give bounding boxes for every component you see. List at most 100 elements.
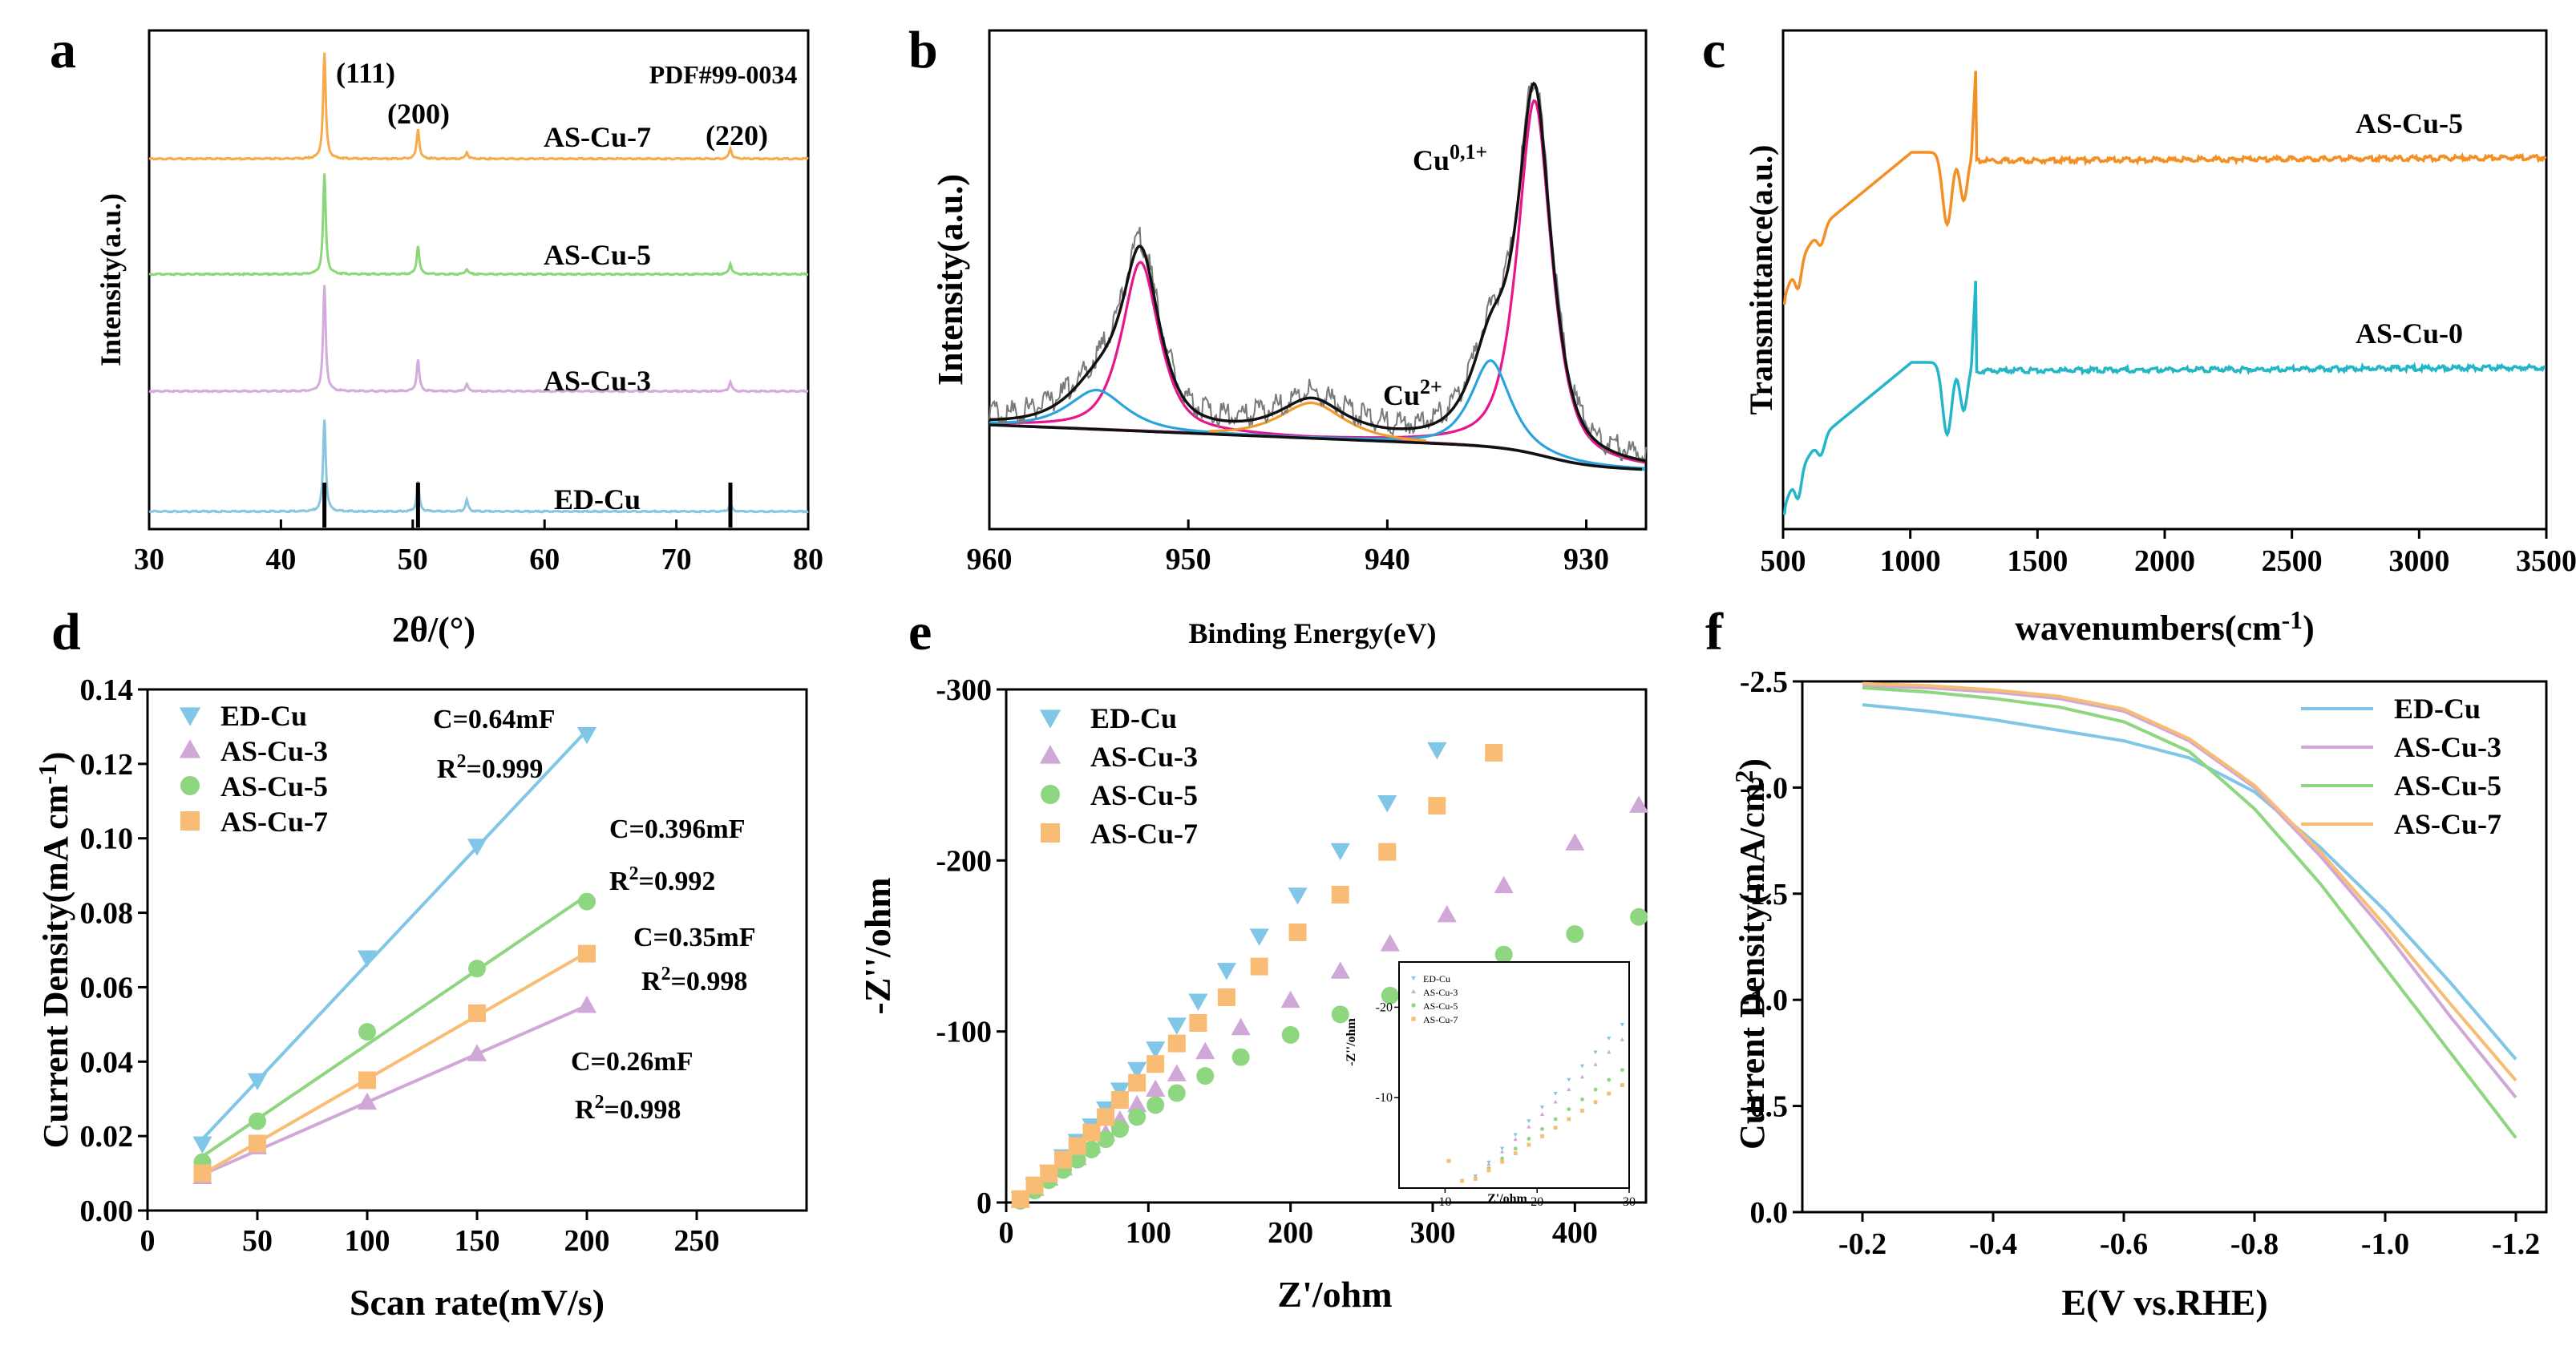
- panel-e-point-AS-Cu-7: [1025, 1176, 1044, 1194]
- panel-f-xtick-label: -0.2: [1838, 1227, 1887, 1261]
- panel-e-inset-point-ED-Cu: [1499, 1146, 1505, 1151]
- panel-e-point-AS-Cu-5: [1231, 1048, 1250, 1066]
- panel-e-inset-legend-label: AS-Cu-7: [1423, 1014, 1458, 1025]
- panel-e-point-AS-Cu-7: [1110, 1091, 1129, 1109]
- panel-f-xtick-label: -1.2: [2492, 1227, 2540, 1261]
- panel-e-point-AS-Cu-7: [1068, 1137, 1086, 1155]
- panel-e-point-AS-Cu-3: [1231, 1017, 1251, 1036]
- panel-d-point-ED-Cu: [247, 1073, 268, 1091]
- panel-e-point-AS-Cu-5: [1068, 1150, 1086, 1169]
- panel-e-inset-point-AS-Cu-7: [1540, 1134, 1544, 1138]
- panel-e-point-AS-Cu-3: [1565, 833, 1585, 851]
- panel-e-point-AS-Cu-7: [1167, 1034, 1186, 1053]
- panel-d-fit-capacitance: C=0.396mF: [609, 814, 746, 844]
- panel-e-point-AS-Cu-7: [1331, 886, 1349, 903]
- panel-e-inset-point-AS-Cu-3: [1593, 1062, 1598, 1066]
- panel-e-point-AS-Cu-7: [1097, 1108, 1115, 1126]
- 3-ytick-label: 0.02: [80, 1120, 134, 1154]
- 0-xtick-label: 80: [793, 543, 823, 576]
- panel-f-xtick-label: -0.6: [2100, 1227, 2148, 1261]
- panel-a: a 30 40 50 60 70 80 2θ/(°) Intensity(a.u.) AS-Cu-…: [50, 21, 823, 649]
- panel-e-inset-point-AS-Cu-3: [1539, 1112, 1545, 1117]
- panel-f-legend-label: AS-Cu-3: [2394, 731, 2501, 763]
- panel-e-legend-label: AS-Cu-7: [1090, 818, 1198, 850]
- panel-d-fit-r2-value: =0.998: [604, 1095, 681, 1125]
- panel-e-point-AS-Cu-5: [1097, 1130, 1115, 1149]
- panel-e-point-AS-Cu-7: [1378, 843, 1397, 861]
- panel-e-point-AS-Cu-5: [1331, 1005, 1349, 1024]
- 0-xtick-label: 40: [265, 543, 296, 576]
- panel-b: b 960 950 940 930 Binding Energy(eV) Intensity…: [908, 21, 1648, 649]
- panel-d-fit-r2-sup: 2: [595, 1092, 605, 1113]
- panel-e-point-AS-Cu-7: [1053, 1150, 1072, 1169]
- panel-d-fit-r2-value: =0.998: [670, 967, 747, 996]
- panel-f-label: f: [1705, 603, 1724, 661]
- panel-c-spectrum-AS-Cu-5: [1782, 71, 2547, 305]
- panel-c-spectrum-AS-Cu-0: [1782, 281, 2546, 515]
- panel-e-inset-point-AS-Cu-5: [1620, 1068, 1624, 1073]
- panel-e-point-AS-Cu-7: [1128, 1073, 1146, 1092]
- panel-e-point-AS-Cu-3: [1629, 795, 1649, 813]
- panel-e-point-ED-Cu: [1146, 1041, 1166, 1059]
- panel-d: d 0 50 100 150 200 250 0.00 0.02 0.04 0.06 0.08 0.10…: [34, 603, 808, 1323]
- panel-d-fit-r2-base: R: [609, 867, 629, 896]
- panel-e-point-AS-Cu-3: [1195, 1041, 1215, 1060]
- panel-e-label: e: [908, 603, 932, 661]
- panel-a-xlabel-base: 2θ/(°): [392, 610, 475, 649]
- panel-b-annotation-cu2: Cu2+: [1383, 375, 1442, 411]
- panel-e-point-ED-Cu: [1167, 1017, 1187, 1035]
- 1-xtick-label: 960: [967, 543, 1013, 576]
- panel-e-point-ED-Cu: [1216, 963, 1236, 980]
- panel-e-inset-point-AS-Cu-7: [1513, 1151, 1518, 1156]
- panel-c-xtick-label: 3000: [2388, 544, 2449, 578]
- panel-e-inset-point-AS-Cu-7: [1620, 1083, 1624, 1087]
- 3-ytick-label: 0.06: [80, 971, 134, 1004]
- panel-e-inset-point-AS-Cu-5: [1567, 1107, 1571, 1112]
- panel-c-ylabel: Transmittance(a.u.): [1743, 145, 1779, 415]
- panel-e-inset-point-AS-Cu-5: [1500, 1156, 1504, 1161]
- panel-a-pattern-AS-Cu-7: [148, 52, 809, 161]
- panel-d-point-AS-Cu-7: [193, 1164, 212, 1182]
- panel-e-inset-point-AS-Cu-3: [1499, 1149, 1505, 1154]
- panel-d-fit-r2-base: R: [575, 1095, 595, 1125]
- panel-e-inset-point-AS-Cu-7: [1500, 1159, 1504, 1164]
- panel-e-inset-point-AS-Cu-5: [1593, 1087, 1598, 1092]
- panel-e-point-AS-Cu-5: [1566, 925, 1584, 944]
- panel-d-fit-r2: R2=0.998: [641, 964, 747, 996]
- 0-xtick-label: 60: [529, 543, 560, 576]
- panel-e-inset-point-AS-Cu-7: [1460, 1178, 1465, 1183]
- panel-e-inset-point-AS-Cu-5: [1527, 1137, 1531, 1141]
- panel-d-legend-marker: [180, 776, 200, 795]
- panel-a-pattern-AS-Cu-5: [148, 173, 809, 277]
- panel-e-legend-marker: [1039, 709, 1062, 729]
- panel-a-peak-label: (220): [706, 119, 768, 152]
- panel-a-pattern-ED-Cu: [148, 419, 809, 514]
- panel-d-fit-capacitance: C=0.35mF: [633, 923, 756, 952]
- panel-e-inset-point-ED-Cu: [1579, 1064, 1585, 1069]
- 1-xtick-label: 940: [1365, 543, 1410, 576]
- panel-e-point-ED-Cu: [1330, 843, 1350, 861]
- 5-ytick-label: -1.0: [1740, 984, 1788, 1017]
- panel-e-xtick-label: 200: [1268, 1216, 1313, 1250]
- 3-ytick-label: 0.08: [80, 897, 134, 931]
- panel-e-point-AS-Cu-3: [1494, 875, 1514, 894]
- panel-e-xtick-label: 400: [1552, 1216, 1598, 1250]
- 5-ytick-label: -0.5: [1740, 1090, 1788, 1124]
- panel-e-inset-point-ED-Cu: [1553, 1091, 1558, 1096]
- panel-f-ylabel: Current Density(mA/cm2): [1730, 758, 1772, 1150]
- panel-e-point-AS-Cu-5: [1167, 1084, 1186, 1102]
- panel-f-ylabel-end: ): [1733, 758, 1772, 770]
- 4-ytick-label: -100: [936, 1016, 992, 1049]
- panel-e-inset-point-AS-Cu-7: [1527, 1142, 1531, 1147]
- panel-d-ylabel: Current Density(mA cm-1): [34, 752, 75, 1149]
- panel-b-annotation-cu01-base: Cu: [1413, 144, 1450, 176]
- 3-ytick-label: 0.14: [80, 673, 134, 707]
- panel-e-point-ED-Cu: [1249, 928, 1269, 946]
- panel-d-point-AS-Cu-7: [249, 1134, 266, 1153]
- panel-d-xtick-label: 250: [674, 1224, 720, 1258]
- panel-e: e 0 100 200 300 400 0 -100 -200 -300 Z'/ohm -Z''/oh…: [857, 603, 1649, 1315]
- panel-d-point-AS-Cu-7: [578, 944, 596, 963]
- panel-d-point-AS-Cu-3: [576, 995, 597, 1013]
- 5-ytick-label: -2.0: [1740, 771, 1788, 805]
